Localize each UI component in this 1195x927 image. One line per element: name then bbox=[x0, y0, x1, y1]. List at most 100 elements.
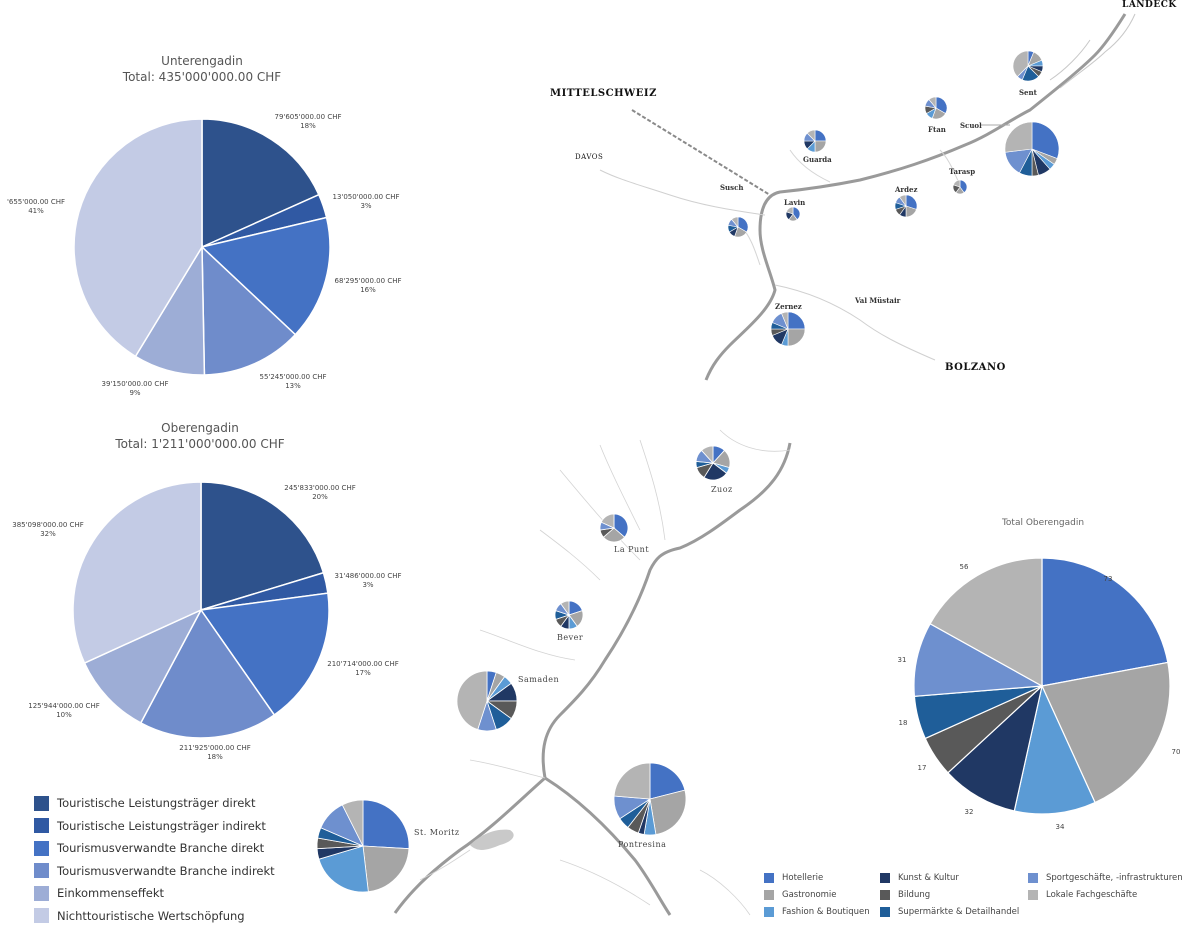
legend-label: Tourismusverwandte Branche indirekt bbox=[57, 864, 275, 878]
legend-item: Sportgeschäfte, -infrastrukturen bbox=[1028, 873, 1183, 883]
river-inn-unterengadin bbox=[706, 14, 1125, 380]
legend-swatch bbox=[34, 863, 49, 878]
town-pie-lavin bbox=[786, 207, 800, 221]
town-label-samaden: Samaden bbox=[518, 675, 559, 684]
town-pie-zuoz bbox=[696, 446, 730, 480]
legend-label: Supermärkte & Detailhandel bbox=[898, 907, 1019, 917]
river-inn-oberengadin bbox=[395, 443, 790, 913]
slice-pct: 20% bbox=[280, 493, 360, 502]
slice-value: 210'714'000.00 CHF bbox=[323, 660, 403, 669]
town-pie-scuol bbox=[1005, 122, 1059, 176]
town-pie-sent bbox=[1013, 51, 1043, 81]
legend-label: Fashion & Boutiquen bbox=[782, 907, 870, 917]
slice-pct: 13% bbox=[253, 382, 333, 391]
town-pie-pontresina bbox=[614, 763, 686, 835]
slice-pct: 3% bbox=[326, 202, 406, 211]
legend-label: Gastronomie bbox=[782, 890, 837, 900]
total-slice-label-hotellerie: 73 bbox=[1098, 575, 1118, 584]
town-label-sent: Sent bbox=[1019, 88, 1037, 97]
town-label-tarasp: Tarasp bbox=[949, 167, 975, 176]
slice-value: 125'944'000.00 CHF bbox=[24, 702, 104, 711]
place-landeck: LANDECK bbox=[1122, 0, 1177, 10]
legend-swatch bbox=[34, 796, 49, 811]
town-pie-susch bbox=[728, 217, 748, 237]
legend-label: Kunst & Kultur bbox=[898, 873, 959, 883]
pie-total-oberengadin bbox=[914, 558, 1170, 814]
town-label-ftan: Ftan bbox=[928, 125, 946, 134]
town-pie-st-moritz-slice-1 bbox=[363, 846, 409, 892]
legend-item: Einkommenseffekt bbox=[34, 882, 275, 905]
total-slice-label-kunst: 32 bbox=[959, 808, 979, 817]
town-pie-zernez-slice-1 bbox=[788, 329, 805, 346]
town-pie-tarasp bbox=[953, 180, 967, 194]
slice-pct: 16% bbox=[328, 286, 408, 295]
river-outline-unterengadin bbox=[1050, 14, 1135, 88]
town-label-zuoz: Zuoz bbox=[711, 485, 733, 494]
legend-item: Tourismusverwandte Branche indirekt bbox=[34, 860, 275, 883]
slice-value: 211'925'000.00 CHF bbox=[175, 744, 255, 753]
legend-item: Kunst & Kultur bbox=[880, 873, 959, 883]
map-oberengadin bbox=[395, 430, 790, 915]
legend-item: Gastronomie bbox=[764, 890, 837, 900]
town-pie-st-moritz-slice-0 bbox=[363, 800, 409, 849]
legend-item: Nichttouristische Wertschöpfung bbox=[34, 905, 275, 927]
legend-item: Touristische Leistungsträger indirekt bbox=[34, 815, 275, 838]
title-oberengadin: Oberengadin bbox=[100, 420, 300, 436]
legend-label: Hotellerie bbox=[782, 873, 823, 883]
legend-item: Tourismusverwandte Branche direkt bbox=[34, 837, 275, 860]
total-slice-label-fachgeschaefte: 56 bbox=[954, 563, 974, 572]
place-mittelschweiz: MITTELSCHWEIZ bbox=[550, 88, 657, 99]
town-label-zernez: Zernez bbox=[775, 302, 802, 311]
town-pie-guarda-slice-0 bbox=[815, 130, 826, 141]
town-pie-guarda bbox=[804, 130, 826, 152]
town-label-guarda: Guarda bbox=[803, 155, 832, 164]
dynamic-charts bbox=[73, 51, 1170, 892]
town-label-susch: Susch bbox=[720, 183, 743, 192]
legend-item: Supermärkte & Detailhandel bbox=[880, 907, 1019, 917]
legend-item: Hotellerie bbox=[764, 873, 823, 883]
slice-value: 55'245'000.00 CHF bbox=[253, 373, 333, 382]
legend-swatch bbox=[880, 907, 890, 917]
legend-swatch bbox=[1028, 890, 1038, 900]
slice-pct: 17% bbox=[323, 669, 403, 678]
town-pie-zernez bbox=[771, 312, 805, 346]
legend-swatch bbox=[880, 890, 890, 900]
slice-pct: 41% bbox=[0, 207, 72, 216]
legend-swatch bbox=[34, 908, 49, 923]
slice-pct: 18% bbox=[175, 753, 255, 762]
total-slice-label-sport: 31 bbox=[892, 656, 912, 665]
total-slice-label-supermarkt: 18 bbox=[893, 719, 913, 728]
pie-unterengadin bbox=[74, 119, 330, 375]
legend-label: Sportgeschäfte, -infrastrukturen bbox=[1046, 873, 1183, 883]
lake-st-moritz bbox=[470, 830, 514, 850]
legend-regional: Touristische Leistungsträger direkt Tour… bbox=[34, 792, 275, 927]
town-label-bever: Bever bbox=[557, 633, 583, 642]
legend-label: Einkommenseffekt bbox=[57, 886, 164, 900]
place-val-mustair: Val Müstair bbox=[855, 296, 900, 305]
slice-value: 31'486'000.00 CHF bbox=[328, 572, 408, 581]
legend-swatch bbox=[34, 818, 49, 833]
legend-label: Nichttouristische Wertschöpfung bbox=[57, 909, 245, 923]
town-pie-bever bbox=[555, 601, 583, 629]
slice-value: 385'098'000.00 CHF bbox=[8, 521, 88, 530]
title-unterengadin: Unterengadin bbox=[102, 53, 302, 69]
town-label-lavin: Lavin bbox=[784, 198, 805, 207]
chart-title-unterengadin: Unterengadin Total: 435'000'000.00 CHF bbox=[102, 53, 302, 85]
town-label-pontresina: Pontresina bbox=[618, 840, 666, 849]
legend-item: Lokale Fachgeschäfte bbox=[1028, 890, 1137, 900]
slice-pct: 10% bbox=[24, 711, 104, 720]
slice-value: 39'150'000.00 CHF bbox=[95, 380, 175, 389]
total-slice-label-gastronomie: 70 bbox=[1166, 748, 1186, 757]
legend-label: Touristische Leistungsträger direkt bbox=[57, 796, 255, 810]
slice-value: 79'605'000.00 CHF bbox=[268, 113, 348, 122]
